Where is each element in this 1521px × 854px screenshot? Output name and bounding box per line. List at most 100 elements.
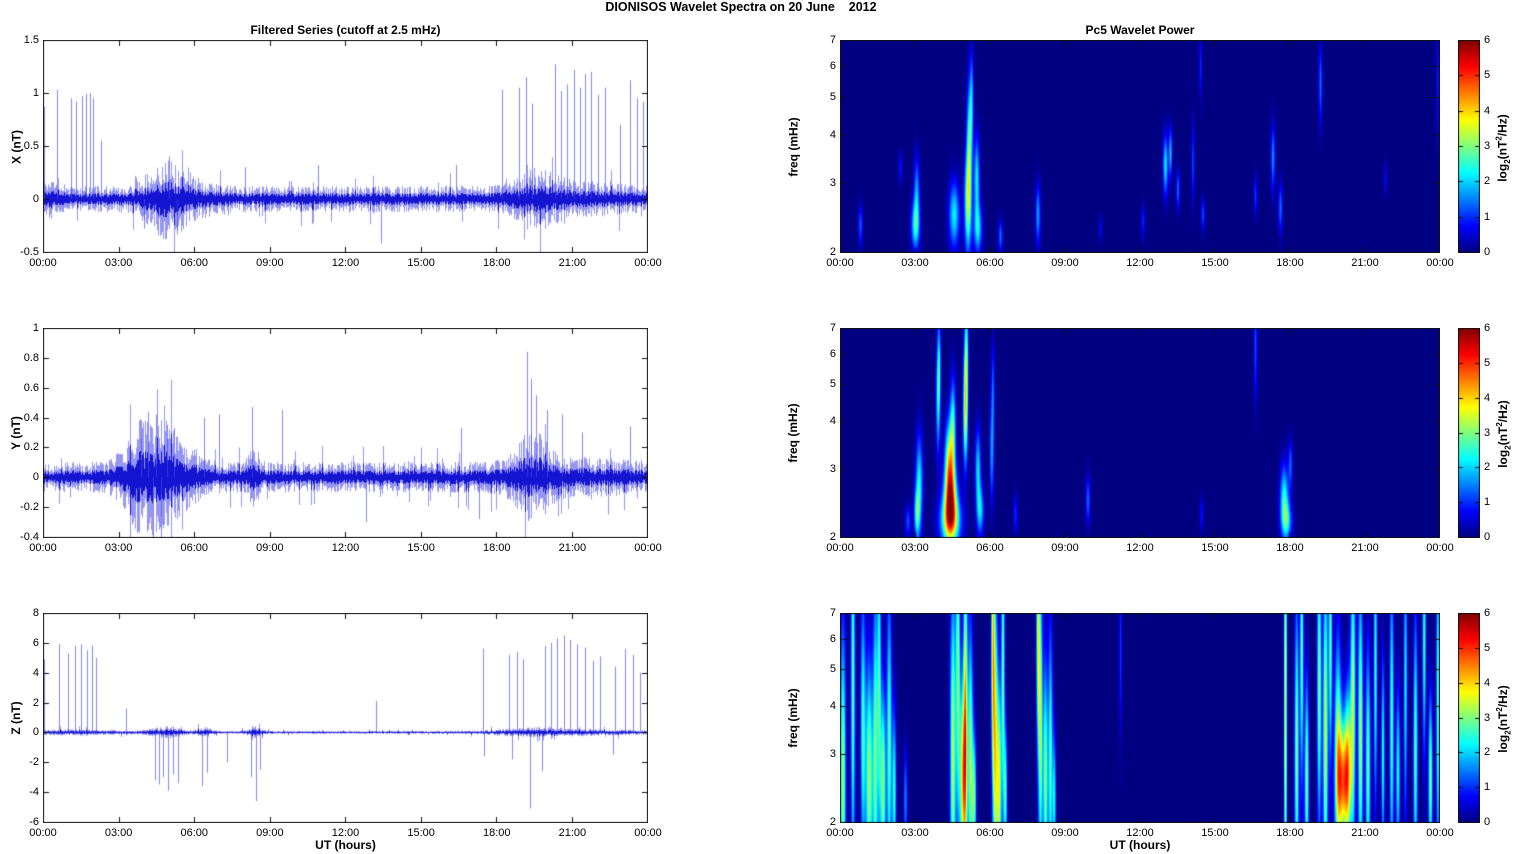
x-tick-label: 06:00: [976, 257, 1004, 269]
x-tick-label: 09:00: [1051, 542, 1079, 554]
x-tick-label: 03:00: [901, 257, 929, 269]
colorbar-tick-label: 3: [1484, 426, 1491, 439]
colorbar-tick-label: 5: [1484, 69, 1491, 82]
colorbar-tick-label: 5: [1484, 641, 1491, 654]
x-tick-label: 00:00: [826, 827, 854, 839]
colorbar-middle: [1458, 328, 1480, 538]
cb-label-sub: 2: [1503, 730, 1513, 735]
x-tick-label: 03:00: [104, 542, 133, 554]
x-tick-label: 21:00: [1351, 542, 1379, 554]
y-tick-label: 1: [32, 87, 39, 99]
cb-label-sub: 2: [1502, 159, 1512, 164]
y-tick-label: 8: [32, 607, 39, 619]
y-tick-label: 5: [829, 378, 836, 391]
y-tick-label: 6: [829, 60, 836, 73]
colorbar-tick-label: 6: [1484, 607, 1491, 619]
y-tick-label: 3: [829, 463, 836, 476]
colorbar-tick-label: 3: [1484, 711, 1491, 724]
y-tick-label: -6: [29, 816, 39, 828]
x-tick-label: 18:00: [1276, 257, 1304, 269]
x-tick-label: 06:00: [180, 542, 209, 554]
colorbar-tick-label: 1: [1484, 496, 1491, 509]
x-tick-label: 15:00: [1201, 542, 1229, 554]
y-tick-label: 7: [829, 322, 836, 334]
x-tick-label: 18:00: [482, 827, 511, 839]
z-timeseries-canvas: [43, 613, 648, 823]
wavelet-power-title: Pc5 Wavelet Power: [1085, 23, 1195, 37]
x-tick-label: 12:00: [1126, 542, 1154, 554]
y-tick-label: 2: [829, 531, 836, 543]
y-tick-label: 5: [829, 663, 836, 676]
x-tick-label: 00:00: [634, 542, 662, 554]
colorbar-tick-label: 0: [1484, 531, 1491, 543]
x-tick-label: 18:00: [1276, 542, 1304, 554]
y-tick-label: -2: [29, 756, 39, 769]
y-tick-label: 2: [32, 696, 39, 709]
colorbar-tick-label: 2: [1484, 746, 1491, 759]
x-tick-label: 21:00: [558, 257, 587, 269]
y-tick-label: 6: [829, 632, 836, 645]
x-tick-label: 21:00: [558, 542, 587, 554]
x-tick-label: 15:00: [407, 257, 435, 269]
cb-label-sub: 2: [1503, 445, 1513, 450]
x-tick-label: 03:00: [104, 827, 133, 839]
x-tick-label: 00:00: [29, 827, 57, 839]
x-tick-label: 18:00: [482, 257, 511, 269]
y-timeseries-canvas: [43, 328, 648, 538]
y-tick-label: 4: [829, 415, 836, 428]
y-tick-label: 2: [829, 246, 836, 258]
colorbar-tick-label: 2: [1484, 175, 1491, 188]
x-tick-label: 00:00: [29, 542, 57, 554]
x-tick-label: 09:00: [256, 827, 284, 839]
y-tick-label: -0.5: [20, 246, 39, 258]
y-tick-label: 0: [32, 726, 39, 739]
z-wavelet-canvas: [840, 613, 1440, 823]
x-tick-label: 03:00: [901, 827, 929, 839]
y-tick-label: -4: [29, 786, 39, 799]
x-wavelet-canvas: [840, 40, 1440, 253]
colorbar-tick-label: 6: [1484, 34, 1491, 46]
y-tick-label: 6: [829, 347, 836, 360]
y-tick-label: 1: [32, 322, 39, 334]
y-tick-label: 4: [32, 666, 39, 679]
y-tick-label: 5: [829, 90, 836, 103]
y-tick-label: 3: [829, 177, 836, 190]
y-tick-label: 6: [32, 636, 39, 649]
x-tick-label: 06:00: [180, 257, 209, 269]
colorbar-top: [1458, 40, 1480, 253]
x-tick-label: 21:00: [1351, 827, 1379, 839]
colorbar-tick-label: 1: [1484, 781, 1491, 794]
y-tick-label: 7: [829, 607, 836, 619]
x-tick-label: 15:00: [1201, 827, 1229, 839]
x-tick-label: 15:00: [1201, 257, 1229, 269]
x-tick-label: 12:00: [1126, 827, 1154, 839]
x-tick-label: 06:00: [180, 827, 209, 839]
x-tick-label: 00:00: [826, 257, 854, 269]
x-tick-label: 12:00: [331, 542, 360, 554]
filtered-series-title: Filtered Series (cutoff at 2.5 mHz): [250, 23, 441, 37]
colorbar-tick-label: 2: [1484, 461, 1491, 474]
y-tick-label: 4: [829, 700, 836, 713]
x-timeseries-canvas: [43, 40, 648, 253]
y-tick-label: 7: [829, 34, 836, 46]
colorbar-tick-label: 0: [1484, 816, 1491, 828]
colorbar-tick-label: 3: [1484, 140, 1491, 152]
figure-title: DIONISOS Wavelet Spectra on 20 June 2012: [605, 0, 877, 14]
x-tick-label: 12:00: [1126, 257, 1154, 269]
x-tick-label: 00:00: [29, 257, 57, 269]
x-tick-label: 09:00: [256, 257, 284, 269]
x-tick-label: 09:00: [1051, 827, 1079, 839]
y-tick-label: 3: [829, 748, 836, 761]
colorbar-tick-label: 0: [1484, 246, 1491, 258]
x-tick-label: 15:00: [407, 542, 435, 554]
colorbar-tick-label: 4: [1484, 676, 1491, 689]
x-tick-label: 03:00: [901, 542, 929, 554]
x-tick-label: 00:00: [1426, 827, 1454, 839]
y-tick-label: 0.5: [23, 140, 39, 152]
y-tick-label: 0.2: [23, 441, 39, 454]
x-tick-label: 00:00: [634, 257, 662, 269]
x-tick-label: 15:00: [407, 827, 435, 839]
y-tick-label: 1.5: [23, 34, 39, 46]
y-wavelet-canvas: [840, 328, 1440, 538]
